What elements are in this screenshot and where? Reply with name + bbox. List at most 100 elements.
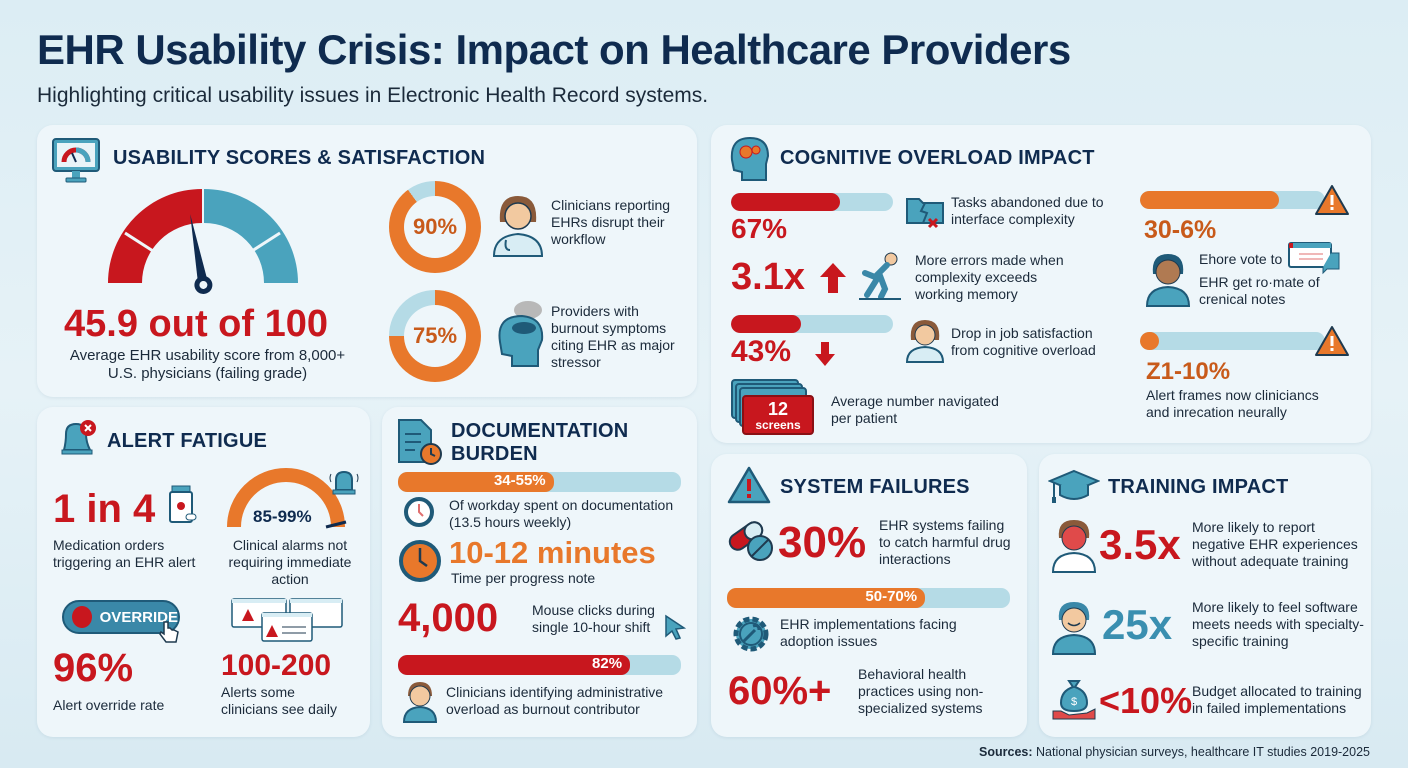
screens-unit: screens <box>755 418 801 432</box>
behavioral-value: 60%+ <box>728 669 832 713</box>
progress-note-value: 10-12 minutes <box>449 535 656 570</box>
donut-burnout-label: 75% <box>404 305 466 367</box>
alert-frames-bar <box>1140 332 1325 350</box>
daily-alerts-value: 100-200 <box>221 649 332 682</box>
override-button-dot <box>72 606 92 628</box>
alert-frames-desc: Alert frames now cliniciancs and inrecat… <box>1146 387 1319 421</box>
clinician-icon <box>492 196 544 257</box>
notes-desc-line1: Ehore vote to <box>1199 251 1283 267</box>
usability-card <box>37 125 697 397</box>
override-rate-value: 96% <box>53 646 134 690</box>
software-needs-value: 25x <box>1102 601 1173 648</box>
gauge-needle <box>190 214 213 294</box>
clock-icon <box>404 497 434 527</box>
gauge-high-segment <box>204 189 298 283</box>
medication-alert-value: 1 in 4 <box>53 487 156 531</box>
tasks-abandoned-bar-fill <box>731 193 840 211</box>
mouse-clicks-desc: Mouse clicks during single 10-hour shift <box>532 602 655 636</box>
arrow-down-icon <box>815 342 835 366</box>
page-subtitle: Highlighting critical usability issues i… <box>37 84 709 107</box>
gear-wrench-icon <box>733 616 769 652</box>
screens-desc: Average number navigated per patient <box>831 393 999 427</box>
mouse-clicks-value: 4,000 <box>398 596 499 640</box>
sources-label: Sources: <box>979 745 1033 759</box>
clinician-icon <box>1145 254 1191 307</box>
adoption-bar-fill: 50-70% <box>727 588 926 608</box>
alarms-desc: Clinical alarms not requiring immediate … <box>228 537 352 588</box>
workday-bar-fill: 34-55% <box>398 472 554 492</box>
donut-burnout-desc: Providers with burnout symptoms citing E… <box>551 303 675 371</box>
override-button-label: OVERRIDE <box>99 608 178 626</box>
gauge-low-segment <box>108 189 202 283</box>
money-bag-hand-icon: $ <box>1052 680 1096 720</box>
training-title: TRAINING IMPACT <box>1108 476 1289 498</box>
tasks-abandoned-desc: Tasks abandoned due to interface complex… <box>951 194 1104 228</box>
notes-value: 30-6% <box>1144 216 1217 244</box>
progress-note-desc: Time per progress note <box>451 570 596 586</box>
drug-interactions-value: 30% <box>778 518 867 567</box>
admin-overload-bar: 82% <box>398 655 681 675</box>
alert-frames-bar-fill <box>1140 332 1159 350</box>
sources-note: Sources: National physician surveys, hea… <box>979 745 1370 759</box>
admin-overload-desc: Clinicians identifying administrative ov… <box>446 684 664 718</box>
usability-title: USABILITY SCORES & SATISFACTION <box>113 147 486 169</box>
errors-value: 3.1x <box>731 256 805 298</box>
warning-icon <box>727 466 771 504</box>
daily-alerts-desc: Alerts some clinicians see daily <box>221 684 337 718</box>
message-window-icon <box>1288 242 1340 275</box>
clock-icon <box>399 540 441 582</box>
tasks-abandoned-value: 67% <box>731 213 788 244</box>
medication-alert-desc: Medication orders triggering an EHR aler… <box>53 537 196 571</box>
warning-icon <box>1315 185 1349 215</box>
training-budget-desc: Budget allocated to training in failed i… <box>1192 683 1362 717</box>
happy-clinician-icon <box>1051 602 1097 655</box>
alarms-gauge <box>227 468 347 529</box>
donut-workflow-label: 90% <box>404 196 466 258</box>
behavioral-desc: Behavioral health practices using non-sp… <box>858 666 984 717</box>
arrow-up-icon <box>820 263 846 293</box>
system-failures-title: SYSTEM FAILURES <box>780 476 970 498</box>
cursor-icon <box>665 614 686 640</box>
override-button[interactable]: OVERRIDE <box>62 600 180 634</box>
medication-bottle-icon <box>169 485 197 523</box>
workday-bar: 34-55% <box>398 472 681 492</box>
siren-icon <box>329 470 359 495</box>
sources-text: National physician surveys, healthcare I… <box>1036 745 1370 759</box>
cognitive-title: COGNITIVE OVERLOAD IMPACT <box>780 147 1095 169</box>
donut-workflow: 90% <box>389 181 481 273</box>
workday-bar-label: 34-55% <box>493 472 546 489</box>
drug-interactions-desc: EHR systems failing to catch harmful dru… <box>879 517 1011 568</box>
admin-overload-bar-label: 82% <box>592 655 623 672</box>
alert-frames-value: Z1-10% <box>1146 358 1231 385</box>
negative-experience-desc: More likely to report negative EHR exper… <box>1192 519 1358 570</box>
training-budget-value: <10% <box>1099 680 1193 721</box>
job-satisfaction-desc: Drop in job satisfaction from cognitive … <box>951 325 1096 359</box>
admin-overload-bar-fill: 82% <box>398 655 631 675</box>
usability-gauge <box>108 189 298 294</box>
notes-desc-line2: EHR get ro·mate of crenical notes <box>1199 274 1320 308</box>
donut-burnout: 75% <box>389 290 481 382</box>
usability-score-desc: Average EHR usability score from 8,000+ … <box>69 347 346 383</box>
notes-bar <box>1140 191 1325 209</box>
bell-x-icon <box>61 420 96 455</box>
stumbling-person-icon <box>859 252 901 300</box>
brain-gears-icon <box>730 136 770 181</box>
tired-clinician-icon <box>402 682 438 723</box>
errors-desc: More errors made when complexity exceeds… <box>915 252 1064 303</box>
documentation-title-line2: BURDEN <box>451 443 538 465</box>
tasks-abandoned-bar <box>731 193 893 211</box>
training-card <box>1039 454 1371 737</box>
adoption-desc: EHR implementations facing adoption issu… <box>780 616 957 650</box>
adoption-bar-label: 50-70% <box>865 588 918 605</box>
pills-icon <box>728 521 773 561</box>
job-satisfaction-bar-fill <box>731 315 801 333</box>
graduation-cap-icon <box>1048 469 1100 503</box>
document-clock-icon <box>398 419 442 465</box>
alert-fatigue-title: ALERT FATIGUE <box>107 430 268 452</box>
usability-score: 45.9 out of 100 <box>64 303 328 345</box>
documentation-title-line1: DOCUMENTATION <box>451 420 629 442</box>
alert-fatigue-card <box>37 407 370 737</box>
screens-count-badge: 12 screens <box>742 395 814 435</box>
software-needs-desc: More likely to feel software meets needs… <box>1192 599 1364 650</box>
alert-windows-icon <box>231 598 343 642</box>
